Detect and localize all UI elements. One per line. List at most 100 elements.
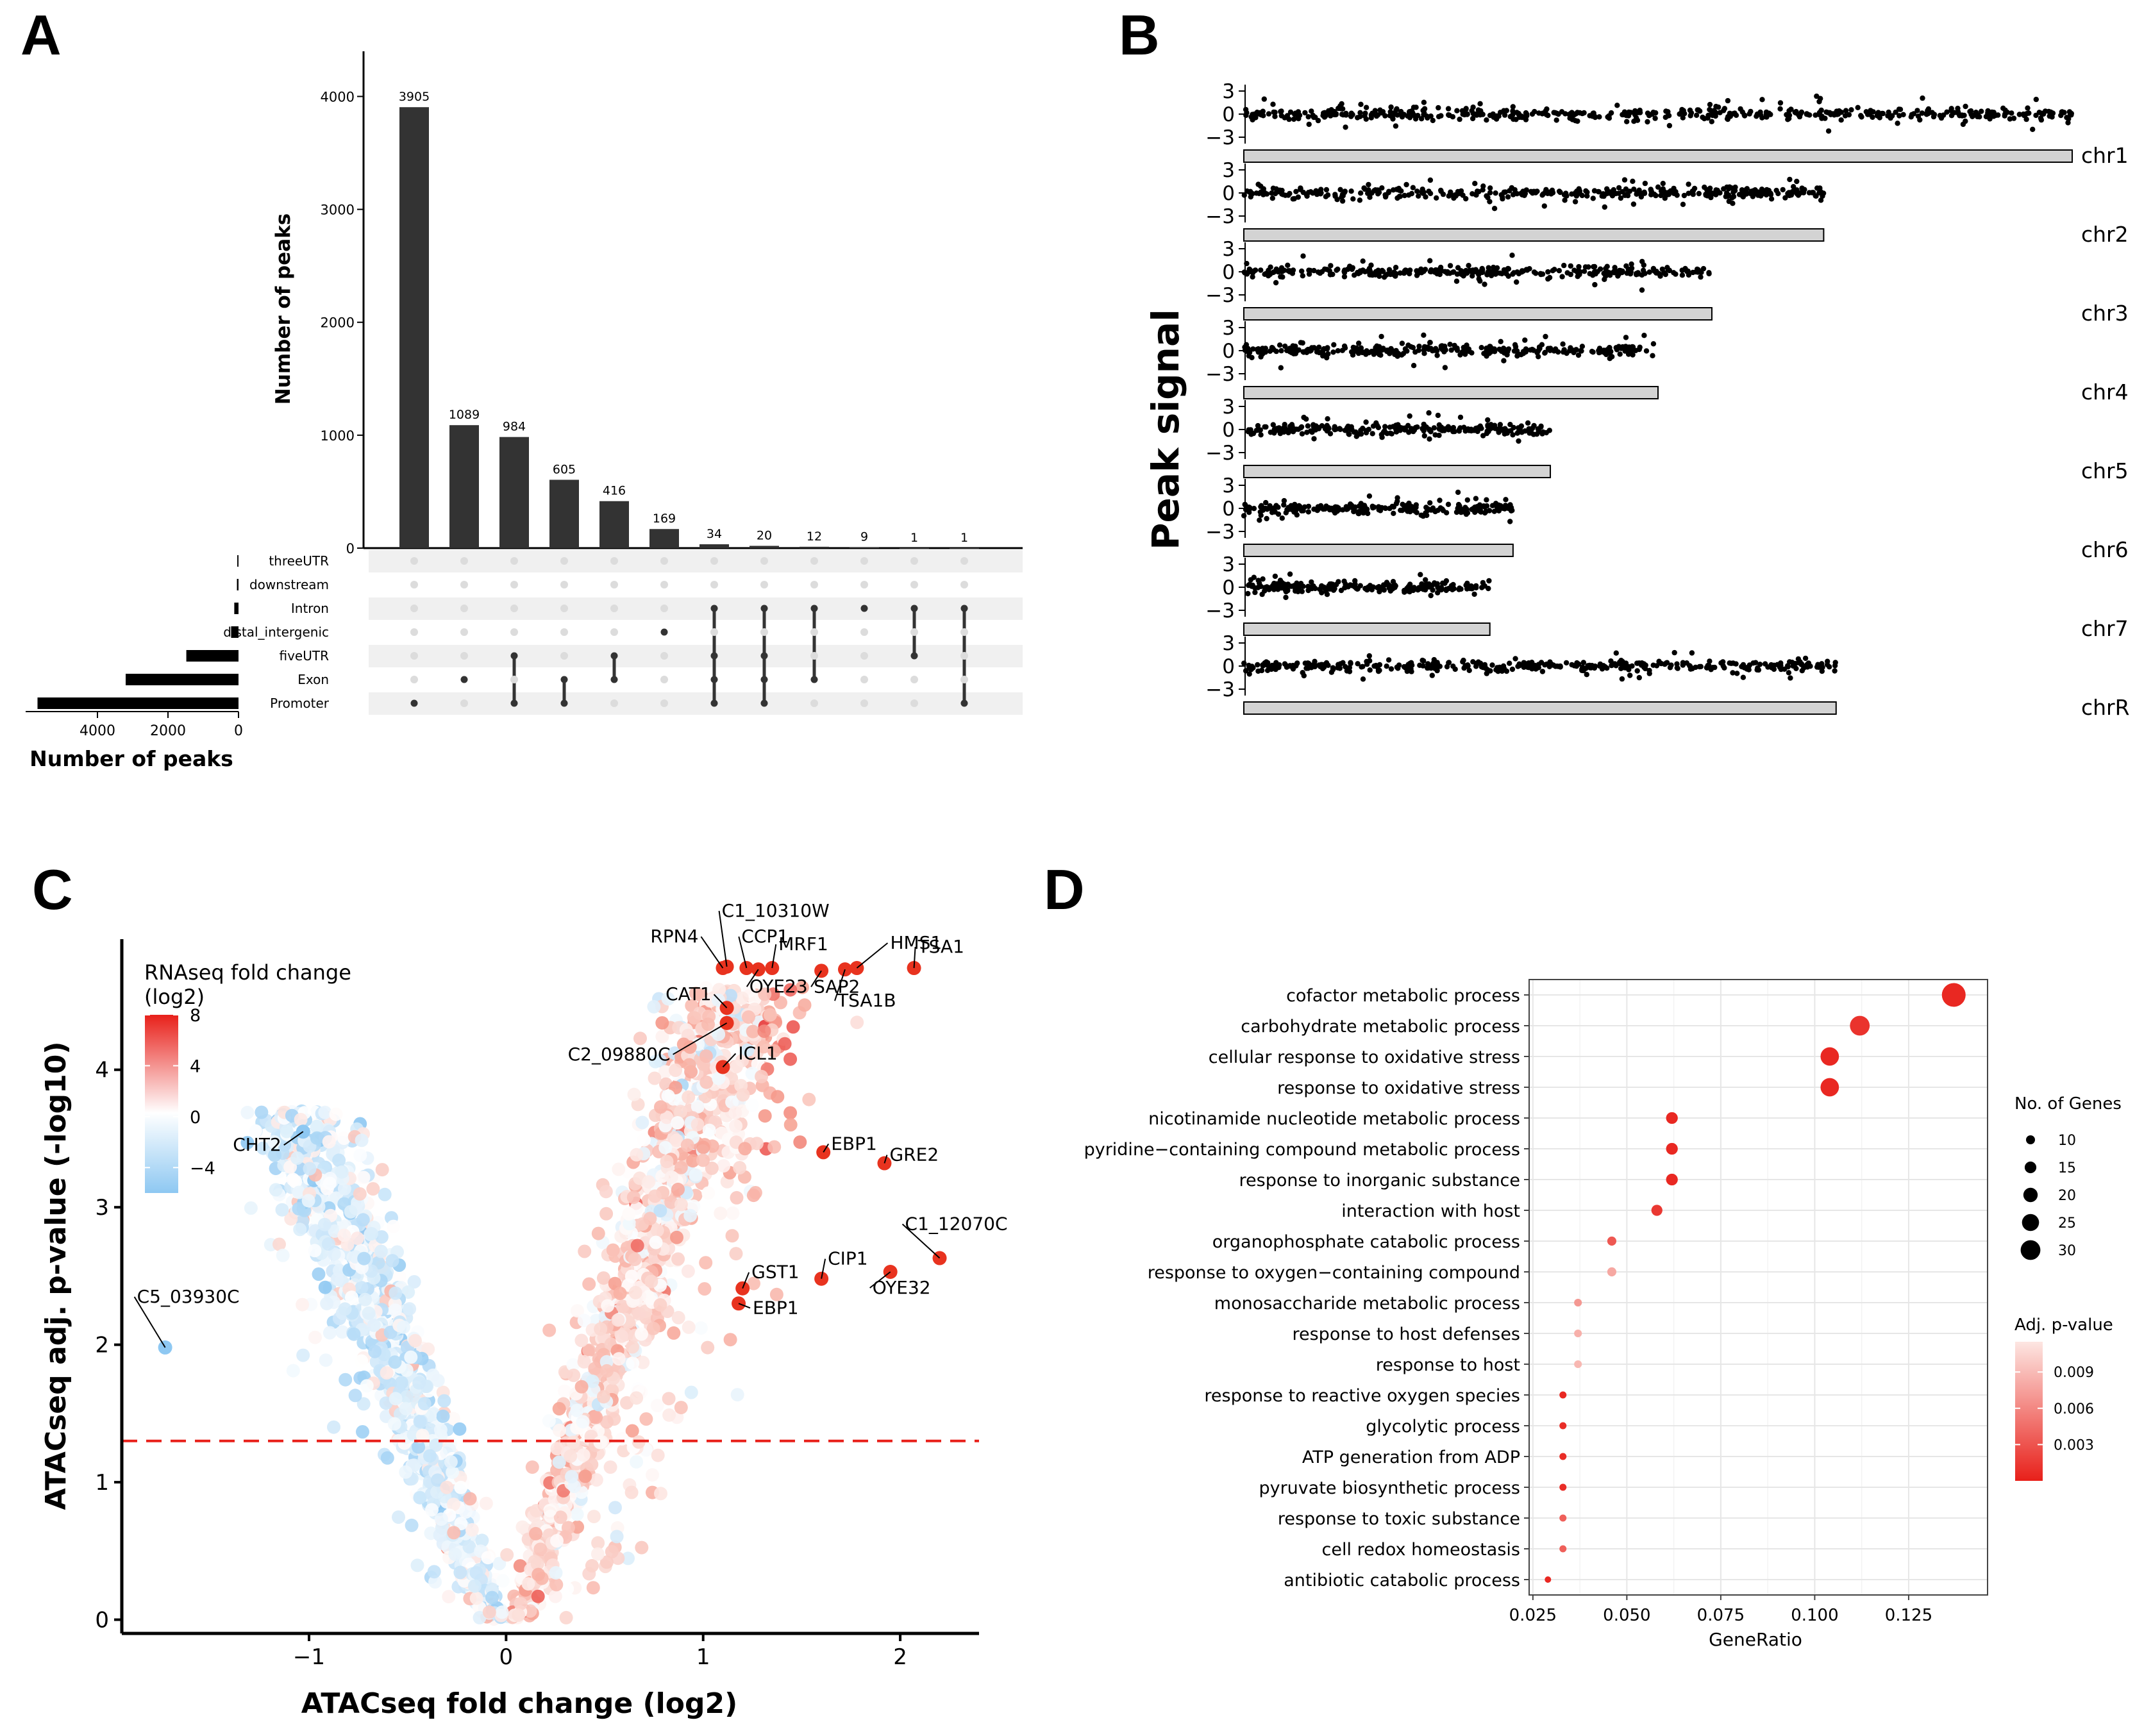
peak-signal-point [1666, 122, 1673, 129]
peak-signal-point [1662, 271, 1668, 278]
chromosome-bar-chrR [1243, 701, 1837, 715]
peak-signal-point [1718, 660, 1724, 666]
peak-signal-point [1650, 353, 1655, 358]
peak-signal-point [1342, 112, 1348, 118]
volcano-point [318, 1280, 332, 1294]
peak-signal-point [1479, 663, 1485, 669]
peak-signal-tick-label: −3 [1205, 284, 1235, 307]
peak-signal-point [1442, 580, 1448, 587]
peak-signal-point [1919, 110, 1925, 116]
volcano-point [741, 1043, 755, 1057]
membership-dot-empty [960, 628, 968, 636]
peak-signal-point [1457, 116, 1462, 122]
peak-signal-point [1505, 194, 1511, 200]
chromosome-bar-chr7 [1243, 622, 1491, 636]
membership-dot-empty [610, 557, 618, 565]
peak-signal-point [1991, 110, 1997, 115]
peak-signal-point [1260, 663, 1266, 669]
peak-signal-point [1480, 503, 1487, 509]
peak-signal-point [1262, 346, 1269, 351]
volcano-point [401, 1285, 415, 1299]
peak-signal-point [1389, 114, 1395, 120]
peak-signal-point [1685, 268, 1691, 274]
peak-signal-point [2059, 109, 2065, 115]
peak-signal-point [1260, 108, 1266, 114]
peak-signal-point [1630, 344, 1636, 350]
volcano-point [453, 1565, 467, 1580]
volcano-point [436, 1409, 450, 1423]
peak-signal-point [1348, 424, 1354, 430]
peak-signal-point [1445, 501, 1452, 507]
volcano-point [691, 1117, 705, 1131]
membership-dot-empty [410, 676, 418, 683]
membership-dot-filled [860, 605, 868, 612]
peak-signal-point [1377, 588, 1382, 595]
volcano-point [701, 1340, 715, 1355]
peak-signal-point [1746, 667, 1752, 672]
peak-signal-point [1476, 508, 1482, 513]
peak-signal-point [1452, 666, 1458, 672]
peak-signal-point [1460, 192, 1466, 198]
volcano-point [662, 1408, 676, 1422]
peak-signal-point [1707, 658, 1713, 664]
volcano-point [389, 1303, 402, 1317]
peak-signal-point [1394, 112, 1400, 118]
volcano-point [380, 1451, 394, 1465]
volcano-point [724, 989, 737, 1003]
peak-signal-point [1438, 187, 1444, 194]
set-name-label: downstream [249, 577, 329, 592]
peak-signal-point [1819, 661, 1825, 667]
peak-signal-point [1734, 671, 1740, 676]
peak-signal-point [1244, 260, 1250, 267]
peak-signal-point [1590, 349, 1596, 355]
peak-signal-point [1545, 112, 1551, 119]
peak-signal-point [1607, 345, 1612, 351]
peak-signal-point [1612, 265, 1618, 271]
intersection-bar-value: 169 [653, 512, 676, 526]
volcano-point [578, 1244, 592, 1258]
volcano-point [728, 1106, 742, 1120]
peak-signal-point [1573, 347, 1579, 353]
intersection-bar-value: 605 [553, 462, 576, 476]
peak-signal-point [1276, 425, 1282, 431]
peak-signal-point [1948, 108, 1954, 113]
volcano-point [637, 1133, 651, 1147]
peak-signal-point [1408, 344, 1414, 350]
peak-signal-point [1703, 192, 1709, 198]
peak-signal-point [1816, 99, 1822, 104]
peak-signal-point [1278, 108, 1284, 115]
volcano-point [374, 1244, 388, 1258]
peak-signal-point [1457, 414, 1464, 421]
volcano-point [296, 1348, 310, 1362]
peak-signal-point [1753, 660, 1759, 665]
peak-signal-point [1477, 278, 1483, 284]
peak-signal-point [1249, 355, 1255, 360]
volcano-point [431, 1374, 445, 1387]
peak-signal-point [1665, 267, 1671, 272]
peak-signal-point [1668, 662, 1674, 668]
peak-signal-tick-label: −3 [1205, 363, 1235, 386]
membership-dot-empty [410, 581, 418, 588]
peak-signal-point [1423, 194, 1428, 200]
peak-signal-point [1488, 272, 1495, 279]
peak-signal-point [1763, 190, 1768, 196]
peak-signal-point [1466, 263, 1471, 269]
peak-signal-point [1671, 649, 1677, 656]
peak-signal-point [1509, 253, 1515, 258]
peak-signal-tick-label: 0 [1222, 340, 1235, 363]
membership-dot-empty [760, 557, 768, 565]
peak-signal-point [1818, 197, 1824, 203]
volcano-point [653, 1298, 667, 1312]
peak-signal-point [1602, 204, 1607, 210]
peak-signal-point [1327, 272, 1334, 278]
peak-signal-point [1663, 108, 1669, 114]
volcano-point [399, 1465, 413, 1479]
intersection-bar [649, 529, 679, 548]
peak-signal-point [1848, 107, 1854, 113]
peak-signal-point [1616, 344, 1621, 349]
peak-signal-point [1257, 580, 1262, 586]
peak-signal-point [1362, 110, 1368, 116]
volcano-point [635, 1540, 649, 1555]
peak-signal-point [1580, 660, 1586, 665]
peak-signal-point [1423, 505, 1429, 510]
